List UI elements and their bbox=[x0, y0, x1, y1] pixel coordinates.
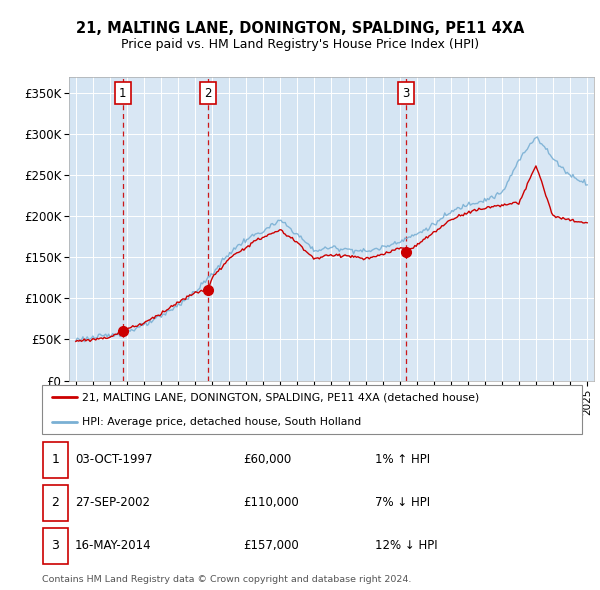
Bar bbox=[69, 77, 122, 381]
Text: 7% ↓ HPI: 7% ↓ HPI bbox=[375, 496, 430, 509]
Text: 21, MALTING LANE, DONINGTON, SPALDING, PE11 4XA (detached house): 21, MALTING LANE, DONINGTON, SPALDING, P… bbox=[83, 392, 480, 402]
Bar bbox=[122, 77, 208, 381]
Text: £60,000: £60,000 bbox=[243, 453, 291, 466]
Text: £110,000: £110,000 bbox=[243, 496, 299, 509]
Text: HPI: Average price, detached house, South Holland: HPI: Average price, detached house, Sout… bbox=[83, 417, 362, 427]
Text: 3: 3 bbox=[403, 87, 410, 100]
Text: 2: 2 bbox=[204, 87, 212, 100]
Text: Price paid vs. HM Land Registry's House Price Index (HPI): Price paid vs. HM Land Registry's House … bbox=[121, 38, 479, 51]
Text: 27-SEP-2002: 27-SEP-2002 bbox=[75, 496, 150, 509]
Text: 1: 1 bbox=[119, 87, 127, 100]
Text: 2: 2 bbox=[52, 496, 59, 509]
Text: 12% ↓ HPI: 12% ↓ HPI bbox=[375, 539, 437, 552]
Bar bbox=[406, 77, 594, 381]
Text: 16-MAY-2014: 16-MAY-2014 bbox=[75, 539, 152, 552]
Text: 1% ↑ HPI: 1% ↑ HPI bbox=[375, 453, 430, 466]
Text: 1: 1 bbox=[52, 453, 59, 466]
Bar bbox=[208, 77, 406, 381]
Text: 3: 3 bbox=[52, 539, 59, 552]
Text: 21, MALTING LANE, DONINGTON, SPALDING, PE11 4XA: 21, MALTING LANE, DONINGTON, SPALDING, P… bbox=[76, 21, 524, 35]
Text: £157,000: £157,000 bbox=[243, 539, 299, 552]
Text: Contains HM Land Registry data © Crown copyright and database right 2024.: Contains HM Land Registry data © Crown c… bbox=[42, 575, 412, 584]
Text: 03-OCT-1997: 03-OCT-1997 bbox=[75, 453, 152, 466]
